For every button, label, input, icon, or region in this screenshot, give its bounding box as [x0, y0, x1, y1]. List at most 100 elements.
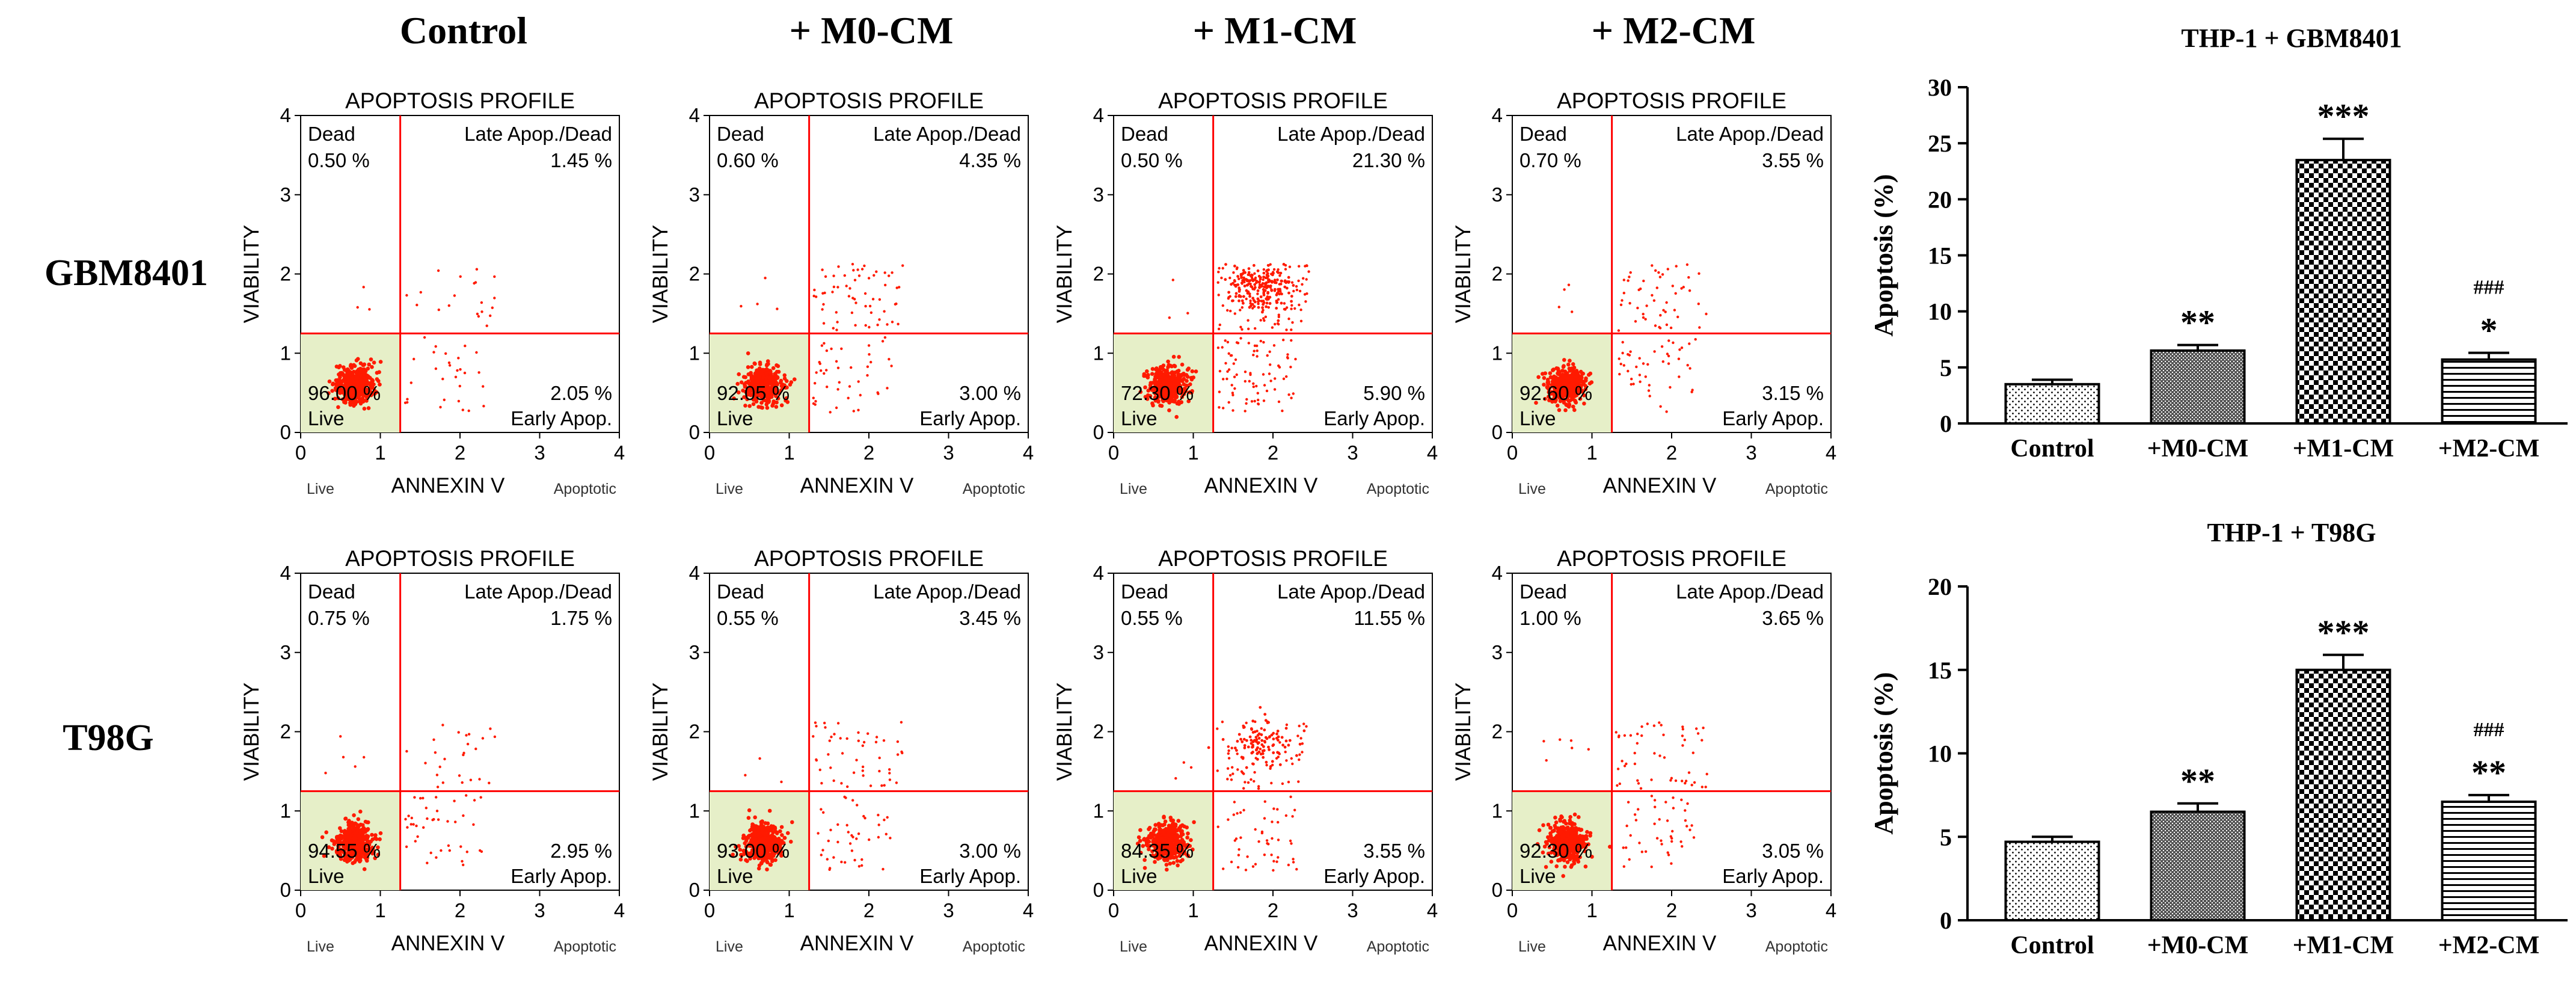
x-tick-label: +M0-CM	[2147, 435, 2249, 463]
y-tick-label: 4	[689, 104, 700, 126]
scatter-point	[838, 381, 841, 384]
quadrant-live-value: 92.60 %	[1520, 382, 1592, 404]
scatter-point	[869, 784, 872, 787]
scatter-point	[461, 860, 464, 863]
scatter-point	[1655, 837, 1659, 840]
scatter-point	[1623, 734, 1627, 737]
y-tick-label: 4	[1093, 104, 1104, 126]
scatter-point	[844, 861, 847, 864]
scatter-point	[1268, 350, 1271, 353]
scatter-point	[491, 306, 494, 309]
y-tick-label: 1	[280, 342, 291, 364]
y-tick-label: 30	[1928, 74, 1952, 101]
scatter-point	[823, 342, 826, 345]
scatter-point	[1700, 786, 1704, 789]
y-tick-label: 2	[689, 721, 700, 743]
scatter-point	[1180, 829, 1184, 834]
scatter-point	[1228, 773, 1232, 777]
bar-chart-title: THP-1 + GBM8401	[2181, 23, 2402, 53]
significance-marker: ***	[2317, 613, 2370, 652]
scatter-point	[760, 828, 764, 832]
scatter-point	[459, 368, 462, 371]
scatter-point	[434, 345, 437, 348]
scatter-point	[1173, 835, 1177, 840]
x-tick-label: Control	[2010, 435, 2094, 463]
quadrant-early-label: Early Apop.	[1323, 865, 1425, 887]
scatter-point	[1265, 839, 1269, 842]
scatter-point	[1239, 811, 1242, 814]
scatter-point	[815, 371, 818, 374]
scatter-point	[1688, 289, 1691, 292]
scatter-point	[1295, 285, 1298, 288]
scatter-point	[841, 752, 844, 755]
scatter-point	[1259, 748, 1262, 751]
scatter-point	[443, 757, 446, 761]
scatter-point	[1563, 864, 1567, 869]
scatter-point	[1568, 369, 1572, 373]
quadrant-late-label: Late Apop./Dead	[873, 123, 1021, 145]
scatter-point	[1566, 374, 1571, 378]
scatter-point	[1653, 799, 1657, 802]
scatter-point	[1248, 380, 1251, 383]
x-tick-label: 1	[784, 441, 794, 464]
scatter-point	[864, 304, 867, 308]
scatter-point	[1671, 829, 1674, 833]
scatter-point	[1282, 377, 1286, 380]
scatter-point	[752, 832, 756, 836]
scatter-point	[882, 867, 885, 871]
scatter-dots	[732, 263, 904, 414]
scatter-point	[1189, 766, 1193, 769]
scatter-point	[1692, 836, 1696, 839]
quadrant-live-label: Live	[1121, 865, 1158, 887]
scatter-point	[829, 411, 832, 414]
scatter-point	[828, 868, 831, 872]
scatter-point	[1622, 846, 1625, 849]
scatter-point	[473, 281, 476, 285]
scatter-point	[854, 324, 857, 327]
scatter-point	[885, 832, 888, 836]
scatter-point	[461, 408, 464, 411]
scatter-point	[352, 396, 357, 401]
scatter-point	[1277, 838, 1280, 841]
scatter-point	[422, 826, 425, 829]
scatter-point	[1258, 299, 1261, 303]
scatter-point	[464, 344, 467, 348]
scatter-point	[1667, 853, 1670, 856]
scatter-point	[1675, 265, 1678, 268]
scatter-point	[1251, 288, 1254, 291]
scatter-point	[333, 396, 337, 401]
significance-marker-hash: ###	[2474, 277, 2504, 299]
scatter-point	[1660, 839, 1663, 842]
scatter-point	[1253, 780, 1256, 783]
scatter-point	[875, 736, 879, 739]
scatter-point	[857, 739, 860, 742]
scatter-point	[1629, 734, 1633, 737]
x-tick-label: 3	[1746, 441, 1756, 464]
scatter-point	[1231, 766, 1234, 769]
scatter-point	[829, 828, 832, 832]
scatter-point	[1304, 300, 1307, 303]
quadrant-dead-label: Dead	[308, 123, 355, 145]
scatter-point	[424, 761, 427, 764]
scatter-point	[1282, 339, 1285, 342]
scatter-point	[737, 372, 741, 377]
scatter-point	[1225, 377, 1228, 381]
scatter-point	[1569, 739, 1573, 742]
scatter-point	[1228, 276, 1231, 280]
scatter-point	[359, 378, 363, 383]
scatter-point	[1290, 295, 1293, 298]
scatter-point	[1237, 733, 1241, 736]
scatter-point	[1645, 304, 1648, 307]
scatter-point	[1239, 274, 1243, 277]
scatter-point	[1240, 740, 1244, 743]
x-tick-label: 0	[1507, 441, 1518, 464]
scatter-point	[1286, 355, 1289, 359]
scatter-point	[320, 835, 325, 840]
scatter-point	[746, 351, 750, 355]
scatter-point	[867, 344, 871, 347]
scatter-point	[1579, 375, 1583, 379]
scatter-point	[335, 835, 339, 839]
scatter-point	[878, 318, 881, 321]
scatter-point	[878, 298, 882, 301]
